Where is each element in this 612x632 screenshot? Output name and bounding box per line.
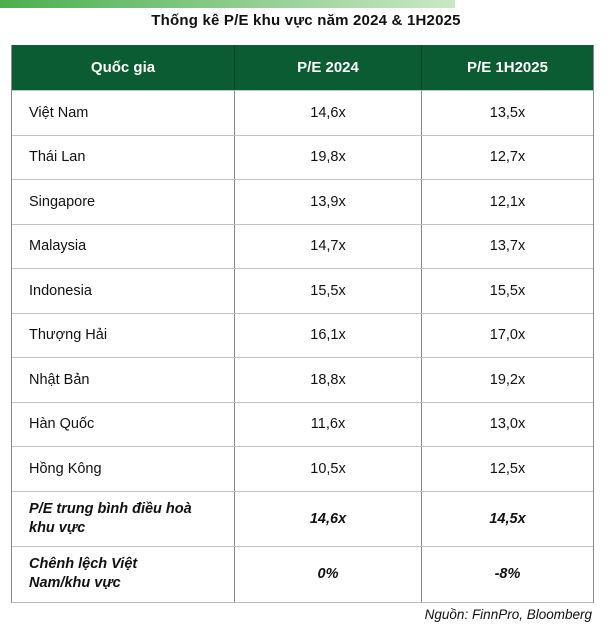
pe-2024-cell: 15,5x xyxy=(235,269,422,313)
pe-1h2025-cell: 17,0x xyxy=(489,327,526,344)
pe-2024-cell: 16,1x xyxy=(235,313,422,357)
pe-2024-cell: 14,7x xyxy=(235,224,422,268)
table-row: Thượng Hải 16,1x 17,0x xyxy=(12,312,593,357)
pe-1h2025-cell: 12,5x xyxy=(489,460,526,477)
header-cell-country: Quốc gia xyxy=(12,45,235,90)
country-cell: Thượng Hải xyxy=(12,313,235,357)
table-row: Hàn Quốc 11,6x 13,0x xyxy=(12,401,593,446)
pe-2024-cell: 14,6x xyxy=(235,491,422,546)
summary-row: Chênh lệch Việt Nam/khu vực 0% -8% xyxy=(12,546,593,602)
pe-2024-cell: 0% xyxy=(235,547,422,602)
country-cell: Hồng Kông xyxy=(12,447,235,491)
pe-2024-cell: 14,6x xyxy=(235,91,422,135)
source-note: Nguồn: FinnPro, Bloomberg xyxy=(424,607,592,622)
summary-row: P/E trung bình điều hoà khu vực 14,6x 14… xyxy=(12,490,593,546)
country-cell: Malaysia xyxy=(12,224,235,268)
table-row: Việt Nam 14,6x 13,5x xyxy=(12,90,593,135)
table-row: Indonesia 15,5x 15,5x xyxy=(12,268,593,313)
pe-2024-cell: 10,5x xyxy=(235,447,422,491)
country-cell: Hàn Quốc xyxy=(12,402,235,446)
pe-2024-cell: 18,8x xyxy=(235,358,422,402)
pe-1h2025-cell: -8% xyxy=(494,566,521,583)
pe-table: Quốc gia P/E 2024 P/E 1H2025 Việt Nam 14… xyxy=(11,45,594,603)
pe-1h2025-cell: 15,5x xyxy=(489,282,526,299)
country-cell: Việt Nam xyxy=(12,91,235,135)
pe-1h2025-cell: 12,1x xyxy=(489,193,526,210)
pe-1h2025-cell: 19,2x xyxy=(489,371,526,388)
summary-label-cell: P/E trung bình điều hoà khu vực xyxy=(12,491,235,546)
country-cell: Indonesia xyxy=(12,269,235,313)
accent-bar xyxy=(0,0,455,8)
table-row: Nhật Bản 18,8x 19,2x xyxy=(12,357,593,402)
table-row: Malaysia 14,7x 13,7x xyxy=(12,223,593,268)
pe-1h2025-cell: 13,0x xyxy=(489,416,526,433)
pe-2024-cell: 11,6x xyxy=(235,402,422,446)
header-cell-pe1h2025: P/E 1H2025 xyxy=(467,59,548,76)
country-cell: Nhật Bản xyxy=(12,358,235,402)
pe-1h2025-cell: 13,5x xyxy=(489,104,526,121)
table-row: Thái Lan 19,8x 12,7x xyxy=(12,134,593,179)
pe-1h2025-cell: 13,7x xyxy=(489,238,526,255)
table-row: Singapore 13,9x 12,1x xyxy=(12,179,593,224)
page-title: Thống kê P/E khu vực năm 2024 & 1H2025 xyxy=(151,12,461,29)
summary-label-cell: Chênh lệch Việt Nam/khu vực xyxy=(12,547,235,602)
pe-1h2025-cell: 12,7x xyxy=(489,149,526,166)
pe-2024-cell: 13,9x xyxy=(235,180,422,224)
pe-2024-cell: 19,8x xyxy=(235,135,422,179)
table-row: Hồng Kông 10,5x 12,5x xyxy=(12,446,593,491)
country-cell: Thái Lan xyxy=(12,135,235,179)
pe-1h2025-cell: 14,5x xyxy=(489,510,526,527)
country-cell: Singapore xyxy=(12,180,235,224)
header-cell-pe2024: P/E 2024 xyxy=(235,45,422,90)
table-header-row: Quốc gia P/E 2024 P/E 1H2025 xyxy=(12,45,593,90)
